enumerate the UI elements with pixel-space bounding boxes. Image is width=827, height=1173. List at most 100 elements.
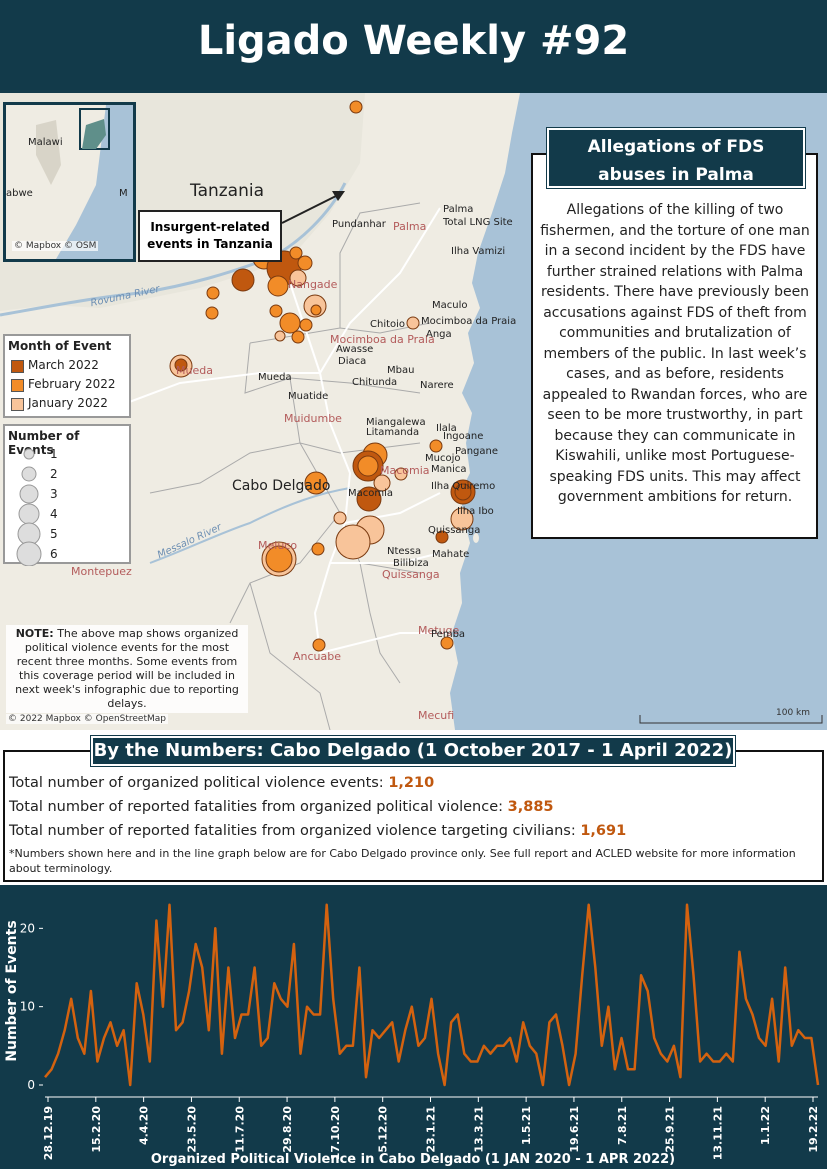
- region-meluco: Meluco: [258, 539, 298, 552]
- x-tick-label: 17.10.20: [329, 1106, 342, 1161]
- place-miangalewa: Miangalewa: [366, 417, 426, 428]
- stat-civilians-value: 1,691: [580, 823, 627, 839]
- place-palma: Palma: [443, 204, 474, 215]
- x-tick-label: 28.12.19: [42, 1106, 55, 1160]
- legend-label-march: March 2022: [28, 358, 99, 372]
- place-quissanga: Quissanga: [428, 525, 481, 536]
- x-axis-label: Organized Political Violence in Cabo Del…: [151, 1152, 675, 1167]
- y-axis-label: Number of Events: [4, 920, 20, 1061]
- sidebar-text: Allegations of the killing of two fisher…: [540, 202, 810, 505]
- place-mbau: Mbau: [387, 365, 415, 376]
- place-manica: Manica: [431, 464, 467, 475]
- x-tick-label: 19.6.21: [568, 1106, 581, 1153]
- region-muidumbe: Muidumbe: [284, 412, 342, 425]
- x-tick-label: 13.3.21: [472, 1106, 485, 1153]
- place-awasse: Awasse: [336, 344, 374, 355]
- place-narere: Narere: [420, 380, 454, 391]
- legend-count-3: 3: [50, 487, 58, 501]
- numbers-title: By the Numbers: Cabo Delgado (1 October …: [91, 736, 735, 766]
- place-mahate: Mahate: [432, 549, 470, 560]
- legend-swatch-march: [11, 360, 24, 373]
- place-chitoio: Chitoio: [370, 319, 406, 330]
- numbers-box: [3, 750, 824, 882]
- y-tick-label: 20: [20, 921, 35, 935]
- place-ilha-vamizi: Ilha Vamizi: [451, 246, 506, 257]
- sidebar-title-line-1: Allegations of FDS: [587, 137, 765, 157]
- place-pundanhar: Pundanhar: [332, 219, 386, 230]
- inset-label-zimbabwe: abwe: [6, 188, 33, 199]
- x-tick-label: 1.1.22: [759, 1106, 772, 1145]
- x-tick-label: 15.2.20: [90, 1106, 103, 1153]
- stat-civilians-label: Total number of reported fatalities from…: [9, 823, 581, 839]
- page-title: Ligado Weekly #92: [197, 18, 630, 64]
- legend-month-title: Month of Event: [8, 339, 112, 353]
- callout-line-1: Insurgent-related: [150, 220, 270, 234]
- place-macomia-town: Macomia: [348, 488, 394, 499]
- roads: [99, 207, 450, 654]
- stat-events-label: Total number of organized political viol…: [9, 775, 389, 791]
- inset-label-malawi: Malawi: [28, 137, 63, 148]
- place-ilala: Ilala: [436, 423, 457, 434]
- stat-civilians: Total number of reported fatalities from…: [9, 823, 626, 839]
- country-label-tanzania: Tanzania: [190, 181, 265, 201]
- y-tick-label: 0: [27, 1078, 35, 1092]
- numbers-footnote: *Numbers shown here and in the line grap…: [9, 847, 796, 875]
- callout-line-2: events in Tanzania: [147, 237, 273, 251]
- map-note: NOTE: The above map shows organized poli…: [6, 625, 248, 713]
- place-diaca: Diaca: [338, 356, 367, 367]
- place-ingoane: Ingoane: [443, 431, 484, 442]
- place-total-lng: Total LNG Site: [443, 217, 513, 228]
- scale-bar: [639, 715, 823, 724]
- legend-month: Month of Event March 2022 February 2022 …: [3, 334, 131, 418]
- legend-count: Number of Events 1 2 3 4 5 6: [3, 424, 131, 566]
- stat-fatalities-label: Total number of reported fatalities from…: [9, 799, 508, 815]
- legend-count-6: 6: [50, 547, 58, 561]
- x-tick-label: 1.5.21: [520, 1106, 533, 1145]
- legend-label-january: January 2022: [28, 396, 108, 410]
- region-palma: Palma: [393, 220, 427, 233]
- region-nangade: Nangade: [288, 278, 338, 291]
- legend-count-5: 5: [50, 527, 58, 541]
- sidebar-title-line-2: abuses in Palma: [598, 165, 754, 185]
- note-label: NOTE:: [15, 627, 54, 640]
- legend-count-circles: [16, 448, 42, 566]
- inset-map: Malawi abwe M © Mapbox © OSM: [3, 102, 136, 262]
- place-bilibiza: Bilibiza: [393, 558, 429, 569]
- place-ilha-quirimbas: Ilha Quiremo: [431, 481, 496, 492]
- place-maculo: Maculo: [432, 300, 468, 311]
- x-tick-label: 19.2.22: [807, 1106, 820, 1153]
- region-mecufi: Mecufi: [418, 709, 455, 722]
- legend-count-1: 1: [50, 447, 58, 461]
- stat-fatalities-value: 3,885: [507, 799, 554, 815]
- stat-fatalities: Total number of reported fatalities from…: [9, 799, 554, 815]
- x-tick-label: 5.12.20: [377, 1106, 390, 1153]
- line-chart-panel: 0 10 20 Number of Events 28.12.19 15.2.20 4.4.…: [0, 885, 827, 1169]
- x-tick-label: 25.9.21: [664, 1106, 677, 1153]
- callout-arrowhead: [332, 191, 345, 201]
- legend-label-february: February 2022: [28, 377, 116, 391]
- map-credit: © 2022 Mapbox © OpenStreetMap: [6, 714, 168, 724]
- place-muatide: Muatide: [288, 391, 329, 402]
- series-line: [44, 903, 820, 1087]
- inset-label-mozambique: M: [119, 188, 128, 199]
- legend-count-2: 2: [50, 467, 58, 481]
- place-pemba: Pemba: [431, 629, 466, 640]
- place-litamanda: Litamanda: [366, 427, 420, 438]
- x-tick-label: 13.11.21: [711, 1106, 724, 1160]
- x-tick-label: 11.7.20: [233, 1106, 246, 1153]
- legend-swatch-january: [11, 398, 24, 411]
- inset-credit: © Mapbox © OSM: [12, 241, 99, 251]
- legend-swatch-february: [11, 379, 24, 392]
- x-tick-label: 7.8.21: [616, 1106, 629, 1145]
- x-tick-label: 23.5.20: [185, 1106, 198, 1153]
- region-metuge: Metuge: [418, 624, 460, 637]
- x-tick-label: 29.8.20: [281, 1106, 294, 1153]
- region-mocimboa: Mocimboa da Praia: [330, 333, 435, 346]
- region-macomia: Macomia: [380, 464, 430, 477]
- event-circles[interactable]: [169, 100, 476, 652]
- sidebar-title: Allegations of FDS abuses in Palma: [547, 128, 805, 188]
- province-label-cabo-delgado: Cabo Delgado: [232, 478, 331, 494]
- sidebar-box: [531, 153, 818, 539]
- y-tick-label: 10: [20, 1000, 35, 1014]
